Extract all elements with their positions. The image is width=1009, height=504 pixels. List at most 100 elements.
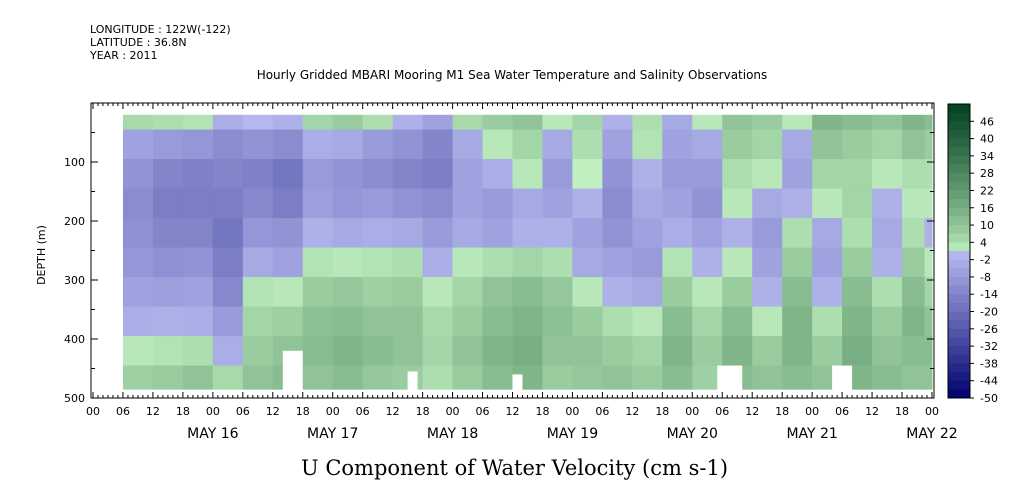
heatmap-cell bbox=[362, 114, 394, 131]
heatmap-cell bbox=[812, 306, 843, 337]
heatmap-cell bbox=[722, 159, 753, 190]
heatmap-cell bbox=[722, 247, 753, 278]
colorbar-band bbox=[948, 190, 970, 200]
heatmap-cell bbox=[392, 188, 424, 219]
heatmap-cell bbox=[122, 129, 154, 160]
latitude-label: LATITUDE : 36.8N bbox=[90, 36, 187, 49]
heatmap-cell bbox=[542, 129, 573, 160]
heatmap-cell bbox=[422, 114, 454, 131]
x-hour-tick-label: 18 bbox=[895, 405, 909, 418]
heatmap-cell bbox=[752, 277, 783, 308]
heatmap-cell bbox=[422, 188, 454, 219]
heatmap-cell bbox=[332, 114, 364, 131]
heatmap-cell bbox=[572, 336, 603, 367]
heatmap-cell bbox=[362, 306, 394, 337]
heatmap-cell bbox=[482, 277, 513, 308]
colorbar-band bbox=[948, 242, 970, 252]
heatmap-cell bbox=[272, 129, 304, 160]
heatmap-cell bbox=[362, 218, 394, 249]
heatmap-cell bbox=[782, 114, 813, 131]
heatmap-cell bbox=[692, 218, 723, 249]
heatmap-cell bbox=[812, 129, 843, 160]
heatmap-cell bbox=[452, 218, 484, 249]
colorbar-tick-label: 34 bbox=[980, 150, 994, 163]
heatmap-cell bbox=[212, 365, 244, 390]
heatmap-cell bbox=[152, 306, 184, 337]
heatmap-cell bbox=[242, 247, 274, 278]
heatmap-cell bbox=[152, 114, 184, 131]
heatmap-cell bbox=[212, 218, 244, 249]
heatmap-cell bbox=[872, 336, 903, 367]
x-hour-tick-label: 18 bbox=[775, 405, 789, 418]
heatmap-cell bbox=[242, 336, 274, 367]
heatmap-cell bbox=[332, 365, 364, 390]
heatmap-cell bbox=[302, 218, 334, 249]
colorbar-band bbox=[948, 346, 970, 356]
x-day-label: MAY 21 bbox=[786, 426, 837, 442]
colorbar-tick-label: -14 bbox=[980, 288, 998, 301]
colorbar-band bbox=[948, 155, 970, 165]
heatmap-cell bbox=[812, 114, 843, 131]
heatmap-cell bbox=[392, 306, 424, 337]
missing-data-masks bbox=[282, 350, 853, 391]
y-tick-label: 200 bbox=[64, 215, 85, 228]
heatmap-cell bbox=[302, 129, 334, 160]
heatmap-cell bbox=[482, 247, 513, 278]
heatmap-cell bbox=[842, 159, 873, 190]
heatmap-cell bbox=[392, 114, 424, 131]
heatmap-cell bbox=[122, 188, 154, 219]
heatmap-cell bbox=[122, 336, 154, 367]
colorbar-band bbox=[948, 380, 970, 390]
heatmap-cell bbox=[452, 247, 484, 278]
heatmap-cell bbox=[362, 247, 394, 278]
heatmap-cell bbox=[692, 188, 723, 219]
heatmap-cell bbox=[332, 277, 364, 308]
x-hour-tick-label: 12 bbox=[506, 405, 520, 418]
heatmap-cell bbox=[662, 188, 693, 219]
heatmap-cell bbox=[122, 306, 154, 337]
heatmap-cell bbox=[242, 365, 274, 390]
heatmap-cell bbox=[752, 306, 783, 337]
x-hour-tick-label: 06 bbox=[835, 405, 849, 418]
heatmap-cell bbox=[392, 129, 424, 160]
x-hour-tick-label: 18 bbox=[176, 405, 190, 418]
colorbar-tick-label: -50 bbox=[980, 392, 998, 405]
heatmap-cell bbox=[482, 218, 513, 249]
heatmap-cell bbox=[542, 365, 573, 390]
heatmap-cell bbox=[782, 159, 813, 190]
heatmap-cell bbox=[572, 129, 603, 160]
heatmap-cell bbox=[924, 159, 933, 190]
colorbar-band bbox=[948, 216, 970, 226]
heatmap-cell bbox=[902, 365, 926, 390]
heatmap-cell bbox=[722, 277, 753, 308]
x-hour-tick-label: 18 bbox=[296, 405, 310, 418]
colorbar-band bbox=[948, 147, 970, 157]
heatmap-cell bbox=[782, 218, 813, 249]
heatmap-cell bbox=[572, 365, 603, 390]
heatmap-cell bbox=[842, 188, 873, 219]
heatmap-cell bbox=[542, 277, 573, 308]
heatmap-cell bbox=[542, 336, 573, 367]
colorbar-band bbox=[948, 328, 970, 338]
heatmap-cell bbox=[452, 188, 484, 219]
heatmap-cell bbox=[692, 336, 723, 367]
variable-title: U Component of Water Velocity (cm s-1) bbox=[300, 456, 729, 480]
heatmap-cell bbox=[782, 277, 813, 308]
heatmap-cell bbox=[302, 336, 334, 367]
colorbar-tick-label: 28 bbox=[980, 167, 994, 180]
heatmap-cell bbox=[392, 159, 424, 190]
heatmap-cell bbox=[542, 188, 573, 219]
heatmap-cell bbox=[152, 365, 184, 390]
heatmap-cell bbox=[482, 188, 513, 219]
heatmap-cell bbox=[512, 129, 543, 160]
x-day-label: MAY 20 bbox=[667, 426, 718, 442]
heatmap-cell bbox=[842, 247, 873, 278]
heatmap-cell bbox=[422, 365, 454, 390]
heatmap-cell bbox=[572, 247, 603, 278]
heatmap-cell bbox=[924, 365, 933, 390]
heatmap-cell bbox=[422, 218, 454, 249]
colorbar-band bbox=[948, 259, 970, 269]
y-tick-label: 100 bbox=[64, 156, 85, 169]
heatmap-cell bbox=[122, 365, 154, 390]
x-hour-tick-label: 18 bbox=[535, 405, 549, 418]
